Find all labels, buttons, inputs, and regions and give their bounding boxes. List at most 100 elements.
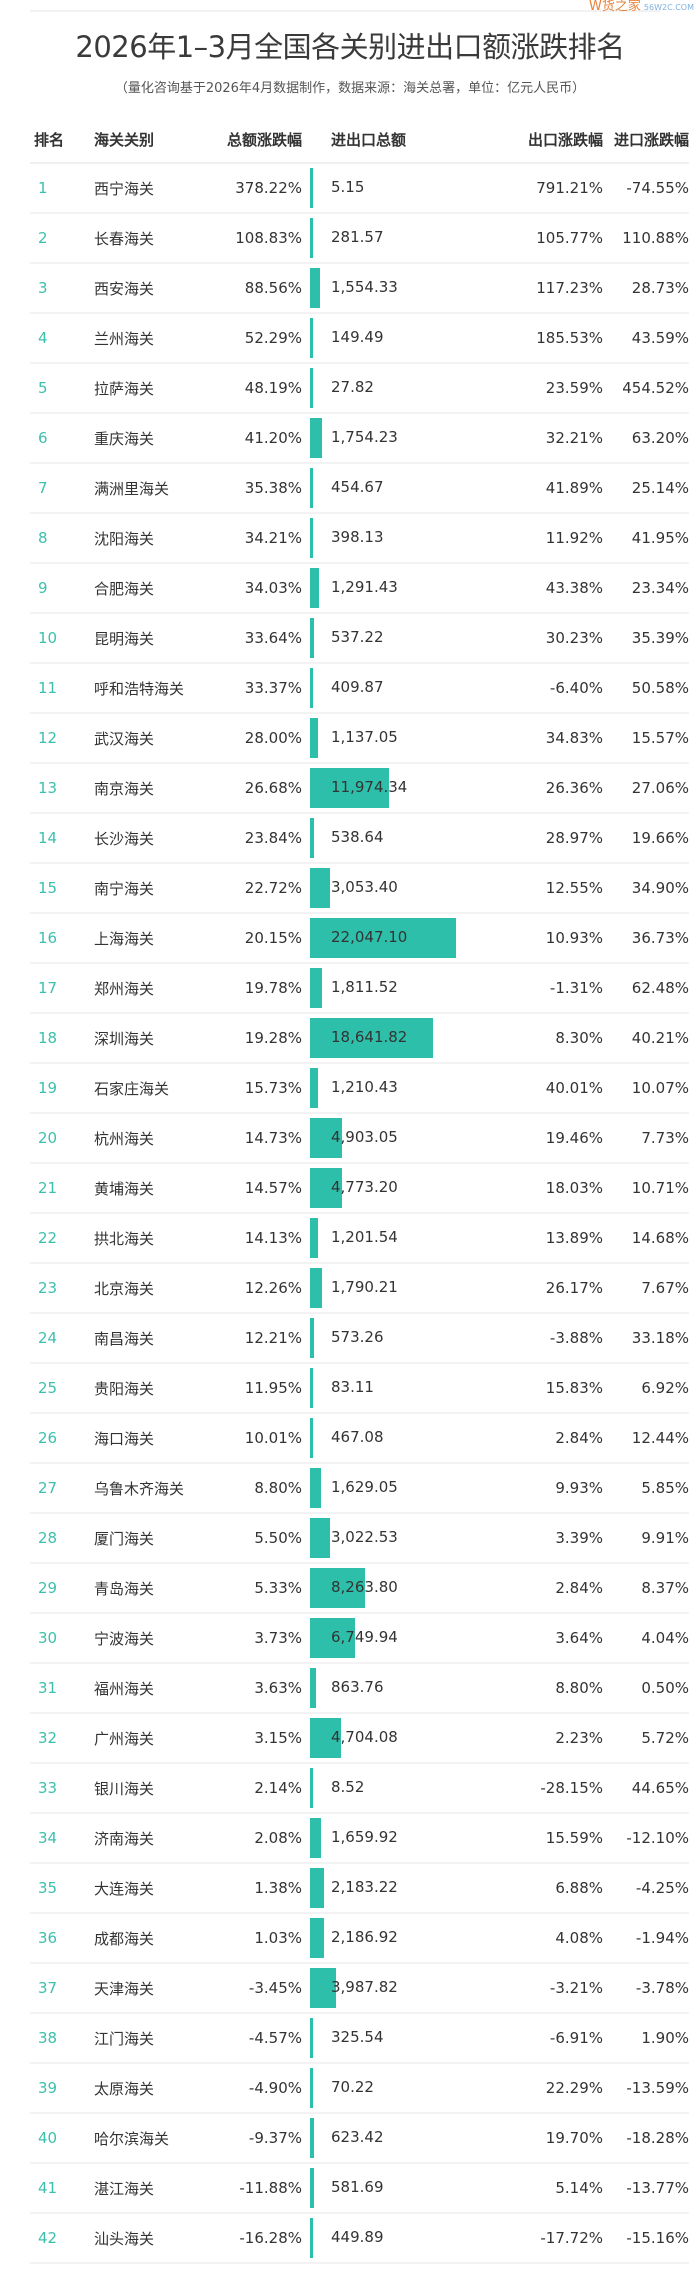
total-change: 33.64% [202,613,302,664]
total-change: 3.15% [202,1713,302,1764]
export-change: 8.80% [521,1663,603,1714]
rank: 30 [30,1613,94,1664]
total-change: 14.57% [202,1163,302,1214]
import-change: 10.07% [603,1063,689,1114]
amount-value: 2,183.22 [331,1878,398,1896]
rank: 4 [30,313,94,364]
amount-value: 11,974.34 [331,778,408,796]
amount-bar [310,2168,314,2208]
import-change: -13.59% [603,2063,689,2114]
export-change: -3.21% [521,1963,603,2014]
amount-bar [310,418,322,458]
table-row: 37 天津海关 -3.45% 3,987.82 -3.21% -3.78% [30,1963,689,2014]
customs-name: 黄埔海关 [94,1163,202,1214]
rank: 1 [30,163,94,214]
customs-name: 拱北海关 [94,1213,202,1264]
amount-cell: 27.82 [302,363,521,414]
amount-bar [310,168,313,208]
amount-bar [310,1918,325,1958]
rank: 6 [30,413,94,464]
table-row: 17 郑州海关 19.78% 1,811.52 -1.31% 62.48% [30,963,689,1014]
amount-value: 83.11 [331,1378,374,1396]
customs-name: 西宁海关 [94,163,202,214]
total-change: -4.57% [202,2013,302,2064]
amount-value: 1,659.92 [331,1828,398,1846]
amount-value: 281.57 [331,228,384,246]
table-row: 9 合肥海关 34.03% 1,291.43 43.38% 23.34% [30,563,689,614]
customs-name: 北京海关 [94,1263,202,1314]
total-change: 28.00% [202,713,302,764]
amount-value: 4,773.20 [331,1178,398,1196]
customs-name: 银川海关 [94,1763,202,1814]
amount-value: 863.76 [331,1678,384,1696]
table-row: 40 哈尔滨海关 -9.37% 623.42 19.70% -18.28% [30,2113,689,2164]
amount-cell: 149.49 [302,313,521,364]
amount-bar [310,518,313,558]
amount-bar [310,1168,342,1208]
total-change: 2.14% [202,1763,302,1814]
amount-bar [310,968,322,1008]
amount-bar [310,1718,342,1758]
amount-value: 4,903.05 [331,1128,398,1146]
amount-cell: 2,186.92 [302,1913,521,1964]
export-change: 10.93% [521,913,603,964]
rank: 10 [30,613,94,664]
customs-name: 乌鲁木齐海关 [94,1463,202,1514]
table-row: 12 武汉海关 28.00% 1,137.05 34.83% 15.57% [30,713,689,764]
amount-bar [310,1768,313,1808]
total-change: 1.38% [202,1863,302,1914]
amount-bar [310,2018,313,2058]
table-row: 36 成都海关 1.03% 2,186.92 4.08% -1.94% [30,1913,689,1964]
table-row: 38 江门海关 -4.57% 325.54 -6.91% 1.90% [30,2013,689,2064]
amount-value: 1,754.23 [331,428,398,446]
export-change: 791.21% [521,163,603,214]
total-change: 11.95% [202,1363,302,1414]
customs-name: 南昌海关 [94,1313,202,1364]
rank: 27 [30,1463,94,1514]
export-change: 41.89% [521,463,603,514]
customs-name: 济南海关 [94,1813,202,1864]
amount-value: 1,291.43 [331,578,398,596]
import-change: 7.73% [603,1113,689,1164]
rank: 15 [30,863,94,914]
amount-value: 1,811.52 [331,978,398,996]
rank: 40 [30,2113,94,2164]
col-total-change: 总额涨跌幅 [202,116,302,164]
amount-value: 18,641.82 [331,1028,408,1046]
amount-cell: 623.42 [302,2113,521,2164]
table-row: 2 长春海关 108.83% 281.57 105.77% 110.88% [30,213,689,264]
total-change: 14.13% [202,1213,302,1264]
amount-cell: 1,754.23 [302,413,521,464]
amount-bar [310,1468,321,1508]
export-change: 5.14% [521,2163,603,2214]
customs-name: 长春海关 [94,213,202,264]
total-change: -16.28% [202,2213,302,2264]
amount-value: 398.13 [331,528,384,546]
rank: 41 [30,2163,94,2214]
rank: 7 [30,463,94,514]
amount-cell: 1,659.92 [302,1813,521,1864]
import-change: 35.39% [603,613,689,664]
table-row: 13 南京海关 26.68% 11,974.34 26.36% 27.06% [30,763,689,814]
table-row: 18 深圳海关 19.28% 18,641.82 8.30% 40.21% [30,1013,689,1064]
amount-bar [310,1368,313,1408]
customs-name: 满洲里海关 [94,463,202,514]
import-change: 7.67% [603,1263,689,1314]
export-change: 9.93% [521,1463,603,1514]
amount-bar [310,1268,322,1308]
customs-name: 郑州海关 [94,963,202,1014]
total-change: 48.19% [202,363,302,414]
export-change: 22.29% [521,2063,603,2114]
export-change: 105.77% [521,213,603,264]
table-header: 排名 海关关别 总额涨跌幅 进出口总额 出口涨跌幅 进口涨跌幅 [30,116,689,164]
watermark-logo: W货之家 56W2C.COM [589,0,694,14]
import-change: 28.73% [603,263,689,314]
col-customs: 海关关别 [94,116,202,164]
rank: 26 [30,1413,94,1464]
table-row: 32 广州海关 3.15% 4,704.08 2.23% 5.72% [30,1713,689,1764]
amount-value: 4,704.08 [331,1728,398,1746]
total-change: 1.03% [202,1913,302,1964]
col-export-change: 出口涨跌幅 [521,116,603,164]
export-change: -6.40% [521,663,603,714]
customs-name: 南宁海关 [94,863,202,914]
